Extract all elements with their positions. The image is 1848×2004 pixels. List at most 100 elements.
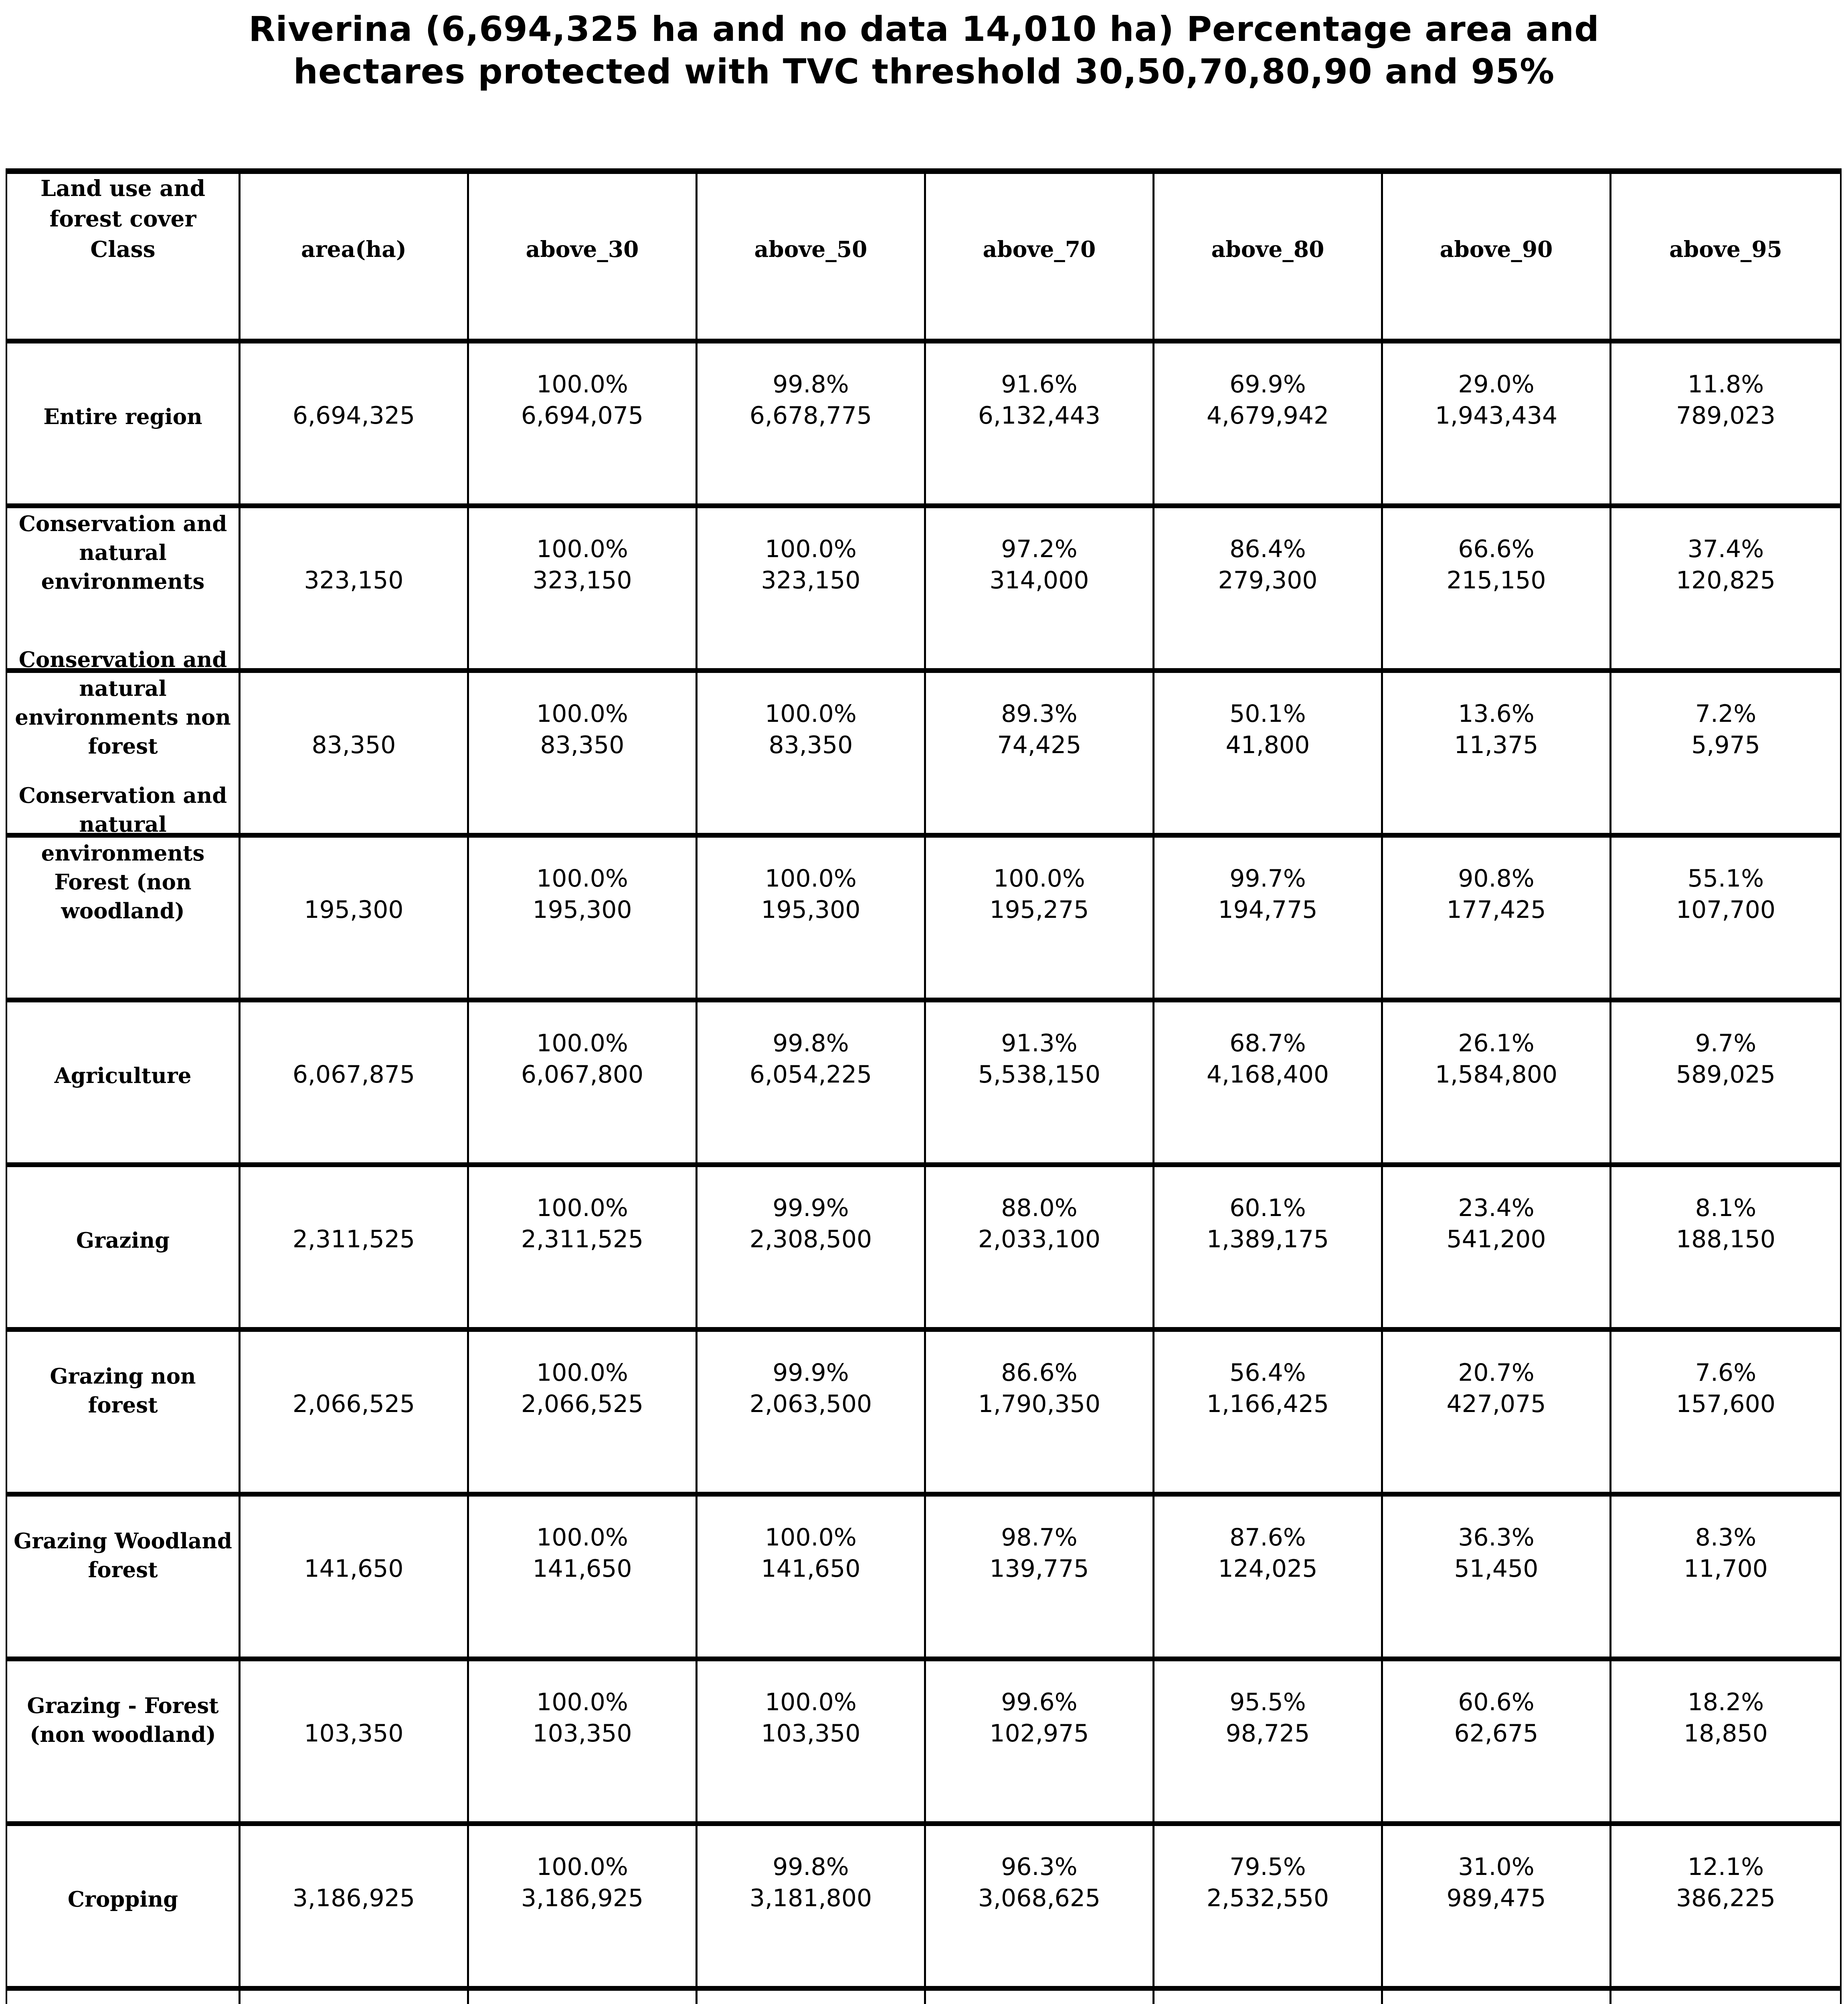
value-cell: 2.6%14,650 xyxy=(1611,1991,1840,2004)
row-label-cell: Cropping xyxy=(7,1826,241,1986)
table-row: Grazing Woodland forest 141,650 100.0% 141,… xyxy=(7,1492,1840,1657)
row-label-cell: Agriculture xyxy=(7,1002,241,1162)
value-cell: 100.0% 195,300 xyxy=(698,838,926,998)
value-block: 100.0% 83,350 xyxy=(701,698,921,761)
hectares-value: 989,475 xyxy=(1446,1884,1546,1913)
hectares-value: 62,675 xyxy=(1454,1719,1539,1748)
value-block: 99.6% 102,975 xyxy=(929,1687,1149,1749)
percent-value: 89.3% xyxy=(1001,700,1078,728)
percent-value: 100.0% xyxy=(536,1029,628,1058)
row-label-cell: Irrigation xyxy=(7,1991,241,2004)
hectares-value: 188,150 xyxy=(1676,1225,1776,1254)
value-cell: 99.9% 2,308,500 xyxy=(698,1167,926,1327)
percent-value: 13.6% xyxy=(1458,700,1535,728)
value-cell: 90.8% 177,425 xyxy=(1383,838,1611,998)
hectares-value: 3,068,625 xyxy=(978,1884,1101,1913)
header-cell: above_95 xyxy=(1611,174,1840,339)
percent-value: 66.6% xyxy=(1458,535,1535,564)
value-cell: 12.1% 386,225 xyxy=(1611,1826,1840,1986)
percent-value: 100.0% xyxy=(536,535,628,564)
hectares-value: 18,850 xyxy=(1684,1719,1768,1748)
row-label: Grazing - Forest (non woodland) xyxy=(27,1693,219,1747)
value-block: 98.7% 139,775 xyxy=(929,1522,1149,1584)
percent-value: 97.2% xyxy=(1001,535,1078,564)
value-block: 31.0% 989,475 xyxy=(1386,1851,1606,1914)
header-label: Land use and forest cover Class xyxy=(40,175,206,263)
table-row: Irrigation567,600100.0%567,52599.1%562,2… xyxy=(7,1986,1840,2004)
value-cell: 98.7% 139,775 xyxy=(926,1497,1154,1657)
value-cell: 100.0% 141,650 xyxy=(469,1497,698,1657)
value-cell: 100.0% 323,150 xyxy=(698,508,926,668)
hectares-value: 98,725 xyxy=(1225,1719,1310,1748)
percent-value: 60.1% xyxy=(1229,1194,1306,1222)
percent-value: 11.8% xyxy=(1687,370,1764,399)
hectares-value: 5,975 xyxy=(1691,731,1760,760)
row-label-cell: Grazing xyxy=(7,1167,241,1327)
hectares-value: 1,584,800 xyxy=(1435,1061,1558,1089)
hectares-value: 323,150 xyxy=(761,566,861,595)
value-cell: 100.0% 83,350 xyxy=(469,673,698,833)
value-block: 50.1% 41,800 xyxy=(1158,698,1378,761)
area-value: 141,650 xyxy=(304,1555,404,1583)
value-block: 99.9% 2,063,500 xyxy=(701,1357,921,1420)
header-label: above_95 xyxy=(1669,236,1782,263)
hectares-value: 3,181,800 xyxy=(749,1884,872,1913)
value-block: 56.4% 1,166,425 xyxy=(1158,1357,1378,1420)
value-cell: 100.0% 6,067,800 xyxy=(469,1002,698,1162)
hectares-value: 83,350 xyxy=(768,731,853,760)
value-block: 100.0% 103,350 xyxy=(701,1687,921,1749)
percent-value: 8.1% xyxy=(1695,1194,1757,1222)
hectares-value: 11,700 xyxy=(1684,1555,1768,1583)
value-cell: 99.9% 2,063,500 xyxy=(698,1332,926,1492)
area-cell: 83,350 xyxy=(241,673,469,833)
percent-value: 23.4% xyxy=(1458,1194,1535,1222)
header-label: above_80 xyxy=(1211,236,1324,263)
header-label: above_30 xyxy=(526,236,639,263)
value-cell: 37.4% 120,825 xyxy=(1611,508,1840,668)
value-cell: 89.3% 74,425 xyxy=(926,673,1154,833)
area-value: 195,300 xyxy=(304,896,404,924)
percent-value: 100.0% xyxy=(536,1688,628,1717)
value-block: 100.0% 83,350 xyxy=(472,698,692,761)
hectares-value: 314,000 xyxy=(989,566,1089,595)
value-block: 12.1% 386,225 xyxy=(1615,1851,1837,1914)
header-cell: area(ha) xyxy=(241,174,469,339)
hectares-value: 194,775 xyxy=(1218,896,1318,924)
value-block: 100.0% 2,311,525 xyxy=(472,1192,692,1255)
area-cell: 6,694,325 xyxy=(241,343,469,503)
value-cell: 100.0% 195,275 xyxy=(926,838,1154,998)
value-block: 99.8% 3,181,800 xyxy=(701,1851,921,1914)
area-cell: 195,300 xyxy=(241,838,469,998)
area-cell: 323,150 xyxy=(241,508,469,668)
row-label: Agriculture xyxy=(54,1063,192,1089)
value-cell: 18.2% 18,850 xyxy=(1611,1661,1840,1821)
area-cell: 567,600 xyxy=(241,1991,469,2004)
value-cell: 7.6% 157,600 xyxy=(1611,1332,1840,1492)
row-label-cell: Conservation and natural environments xyxy=(7,508,241,668)
value-cell: 96.3% 3,068,625 xyxy=(926,1826,1154,1986)
value-cell: 11.8% 789,023 xyxy=(1611,343,1840,503)
hectares-value: 5,538,150 xyxy=(978,1061,1101,1089)
header-label: above_90 xyxy=(1440,236,1553,263)
hectares-value: 157,600 xyxy=(1676,1390,1776,1418)
row-label: Grazing non forest xyxy=(50,1364,196,1418)
table-header-row: Land use and forest cover Class area(ha) a… xyxy=(7,174,1840,339)
area-cell: 6,067,875 xyxy=(241,1002,469,1162)
hectares-value: 103,350 xyxy=(532,1719,632,1748)
percent-value: 60.6% xyxy=(1458,1688,1535,1717)
percent-value: 100.0% xyxy=(536,700,628,728)
percent-value: 100.0% xyxy=(536,865,628,893)
value-block: 91.3% 5,538,150 xyxy=(929,1028,1149,1090)
hectares-value: 6,678,775 xyxy=(749,402,872,430)
percent-value: 99.9% xyxy=(772,1194,849,1222)
percent-value: 91.6% xyxy=(1001,370,1078,399)
hectares-value: 1,790,350 xyxy=(978,1390,1101,1418)
value-block: 99.8% 6,054,225 xyxy=(701,1028,921,1090)
value-cell: 7.2% 5,975 xyxy=(1611,673,1840,833)
row-label: Conservation and natural environments Fo… xyxy=(18,783,227,924)
table-row: Grazing non forest 2,066,525 100.0% 2,066,5… xyxy=(7,1327,1840,1492)
table-row: Entire region 6,694,325 100.0% 6,694,075 99.… xyxy=(7,339,1840,503)
hectares-value: 4,168,400 xyxy=(1206,1061,1329,1089)
percent-value: 100.0% xyxy=(765,700,857,728)
